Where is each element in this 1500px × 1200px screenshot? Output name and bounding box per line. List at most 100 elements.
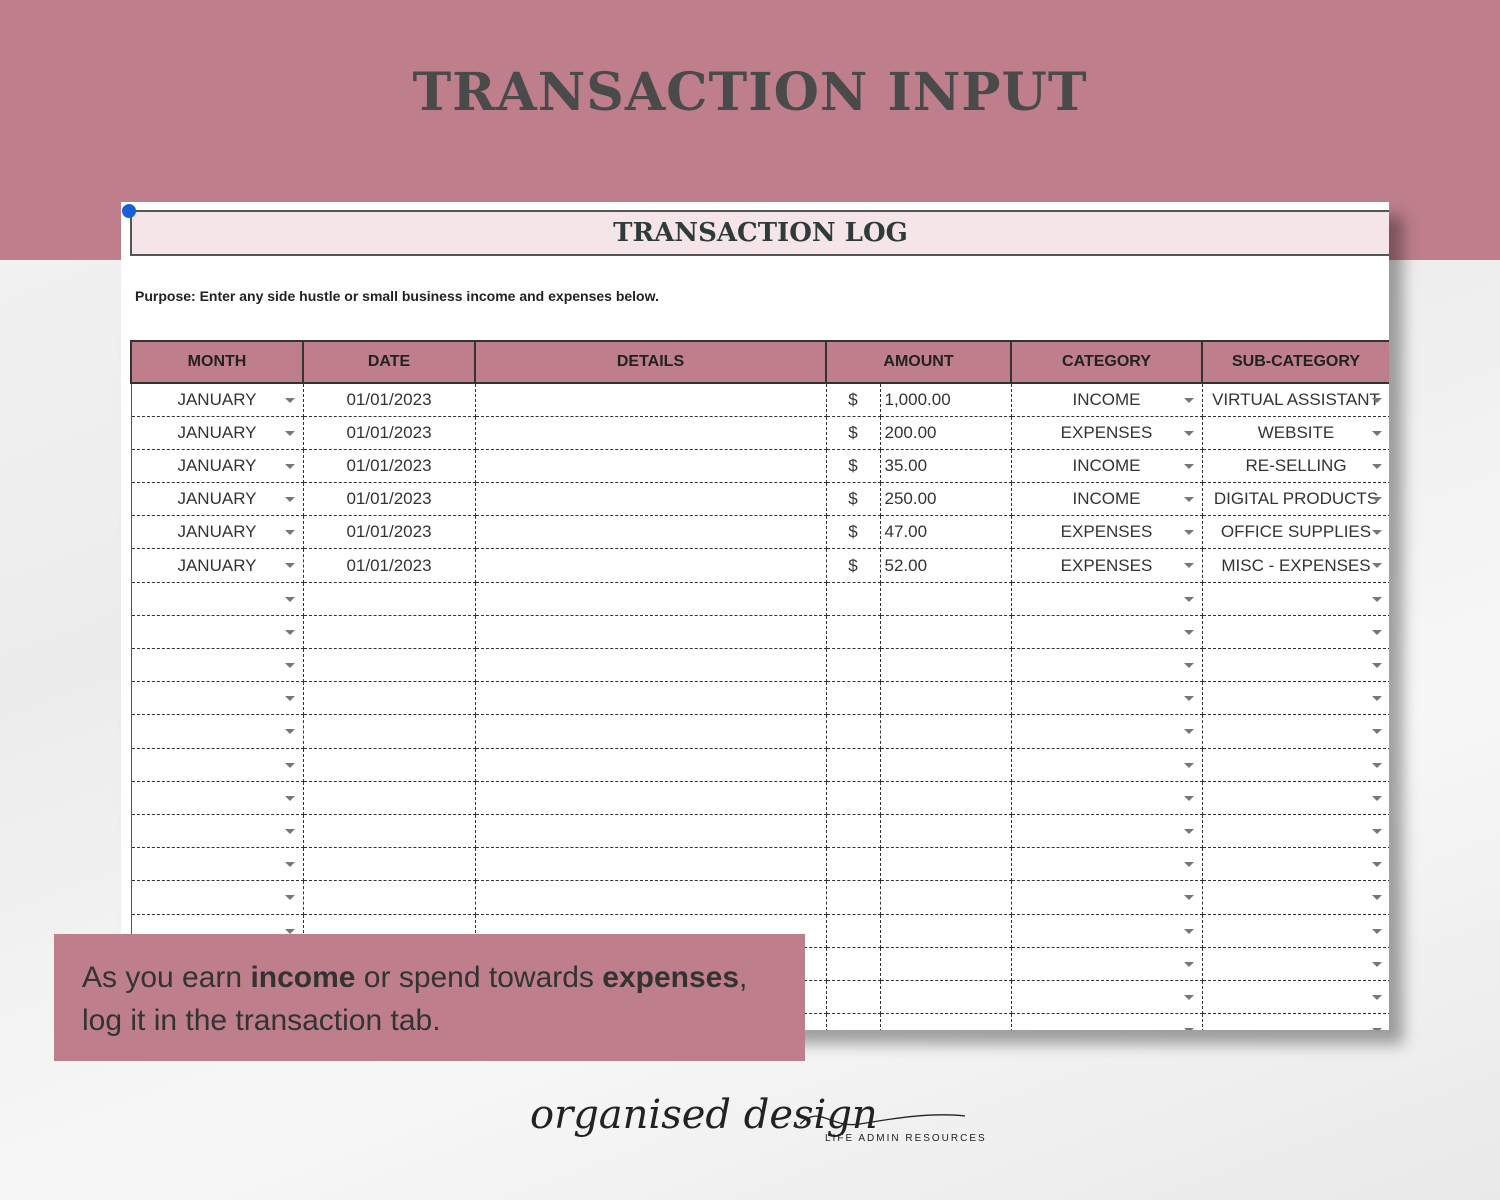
category-cell[interactable] — [1011, 980, 1203, 1015]
month-cell[interactable] — [130, 615, 304, 650]
subcategory-cell[interactable] — [1202, 781, 1389, 815]
amount-cell[interactable] — [880, 1013, 1012, 1030]
dropdown-arrow-icon[interactable] — [284, 729, 295, 735]
date-cell[interactable]: 01/01/2023 — [303, 383, 476, 417]
amount-cell[interactable] — [880, 582, 1012, 616]
subcategory-cell[interactable] — [1202, 648, 1389, 683]
dropdown-arrow-icon[interactable] — [1371, 795, 1382, 801]
month-cell[interactable]: JANUARY — [130, 515, 304, 550]
details-cell[interactable] — [475, 847, 827, 882]
category-cell[interactable] — [1011, 681, 1203, 716]
amount-cell[interactable] — [880, 714, 1012, 749]
dropdown-arrow-icon[interactable] — [1183, 795, 1194, 801]
date-cell[interactable] — [303, 847, 476, 882]
subcategory-cell[interactable]: VIRTUAL ASSISTANT — [1202, 383, 1389, 417]
category-cell[interactable]: EXPENSES — [1011, 416, 1203, 450]
dropdown-arrow-icon[interactable] — [1183, 563, 1194, 569]
subcategory-cell[interactable]: WEBSITE — [1202, 416, 1389, 450]
details-cell[interactable] — [475, 814, 827, 849]
category-cell[interactable] — [1011, 582, 1203, 616]
date-cell[interactable] — [303, 648, 476, 683]
subcategory-cell[interactable]: RE-SELLING — [1202, 449, 1389, 484]
date-cell[interactable] — [303, 748, 476, 782]
details-cell[interactable] — [475, 515, 827, 550]
date-cell[interactable]: 01/01/2023 — [303, 548, 476, 583]
dropdown-arrow-icon[interactable] — [284, 497, 295, 503]
currency-cell[interactable] — [826, 880, 881, 915]
subcategory-cell[interactable] — [1202, 748, 1389, 782]
subcategory-cell[interactable] — [1202, 947, 1389, 981]
date-cell[interactable]: 01/01/2023 — [303, 449, 476, 484]
amount-cell[interactable] — [880, 748, 1012, 782]
dropdown-arrow-icon[interactable] — [1371, 895, 1382, 901]
amount-cell[interactable]: 35.00 — [880, 449, 1012, 484]
dropdown-arrow-icon[interactable] — [1183, 596, 1194, 602]
dropdown-arrow-icon[interactable] — [1371, 828, 1382, 834]
month-cell[interactable] — [130, 714, 304, 749]
dropdown-arrow-icon[interactable] — [1371, 596, 1382, 602]
amount-cell[interactable] — [880, 914, 1012, 948]
currency-cell[interactable] — [826, 681, 881, 716]
dropdown-arrow-icon[interactable] — [1183, 994, 1194, 1000]
dropdown-arrow-icon[interactable] — [284, 430, 295, 436]
currency-cell[interactable] — [826, 648, 881, 683]
amount-cell[interactable] — [880, 681, 1012, 716]
dropdown-arrow-icon[interactable] — [1183, 463, 1194, 469]
category-cell[interactable] — [1011, 914, 1203, 948]
category-cell[interactable]: INCOME — [1011, 482, 1203, 517]
dropdown-arrow-icon[interactable] — [1183, 762, 1194, 768]
dropdown-arrow-icon[interactable] — [1183, 828, 1194, 834]
details-cell[interactable] — [475, 714, 827, 749]
details-cell[interactable] — [475, 880, 827, 915]
dropdown-arrow-icon[interactable] — [1183, 729, 1194, 735]
date-cell[interactable] — [303, 880, 476, 915]
category-cell[interactable] — [1011, 1013, 1203, 1030]
dropdown-arrow-icon[interactable] — [284, 862, 295, 868]
subcategory-cell[interactable] — [1202, 1013, 1389, 1030]
category-cell[interactable] — [1011, 714, 1203, 749]
dropdown-arrow-icon[interactable] — [1371, 862, 1382, 868]
category-cell[interactable]: EXPENSES — [1011, 548, 1203, 583]
dropdown-arrow-icon[interactable] — [284, 928, 295, 934]
amount-cell[interactable]: 250.00 — [880, 482, 1012, 517]
month-cell[interactable] — [130, 681, 304, 716]
details-cell[interactable] — [475, 482, 827, 517]
details-cell[interactable] — [475, 648, 827, 683]
subcategory-cell[interactable] — [1202, 914, 1389, 948]
dropdown-arrow-icon[interactable] — [1183, 862, 1194, 868]
details-cell[interactable] — [475, 681, 827, 716]
dropdown-arrow-icon[interactable] — [284, 563, 295, 569]
category-cell[interactable] — [1011, 880, 1203, 915]
month-cell[interactable] — [130, 748, 304, 782]
currency-cell[interactable] — [826, 980, 881, 1015]
dropdown-arrow-icon[interactable] — [1183, 497, 1194, 503]
details-cell[interactable] — [475, 449, 827, 484]
dropdown-arrow-icon[interactable] — [1183, 895, 1194, 901]
dropdown-arrow-icon[interactable] — [1371, 629, 1382, 635]
currency-cell[interactable] — [826, 1013, 881, 1030]
dropdown-arrow-icon[interactable] — [1183, 696, 1194, 702]
category-cell[interactable] — [1011, 615, 1203, 650]
selection-handle[interactable] — [122, 204, 136, 218]
currency-cell[interactable]: $ — [826, 515, 881, 550]
date-cell[interactable] — [303, 814, 476, 849]
currency-cell[interactable] — [826, 914, 881, 948]
currency-cell[interactable] — [826, 714, 881, 749]
date-cell[interactable]: 01/01/2023 — [303, 416, 476, 450]
details-cell[interactable] — [475, 416, 827, 450]
amount-cell[interactable] — [880, 648, 1012, 683]
dropdown-arrow-icon[interactable] — [284, 463, 295, 469]
amount-cell[interactable]: 52.00 — [880, 548, 1012, 583]
month-cell[interactable] — [130, 648, 304, 683]
subcategory-cell[interactable] — [1202, 880, 1389, 915]
month-cell[interactable] — [130, 847, 304, 882]
dropdown-arrow-icon[interactable] — [284, 895, 295, 901]
dropdown-arrow-icon[interactable] — [1183, 961, 1194, 967]
month-cell[interactable] — [130, 781, 304, 815]
dropdown-arrow-icon[interactable] — [1183, 629, 1194, 635]
dropdown-arrow-icon[interactable] — [284, 696, 295, 702]
currency-cell[interactable] — [826, 781, 881, 815]
month-cell[interactable]: JANUARY — [130, 416, 304, 450]
dropdown-arrow-icon[interactable] — [1371, 497, 1382, 503]
month-cell[interactable]: JANUARY — [130, 383, 304, 417]
